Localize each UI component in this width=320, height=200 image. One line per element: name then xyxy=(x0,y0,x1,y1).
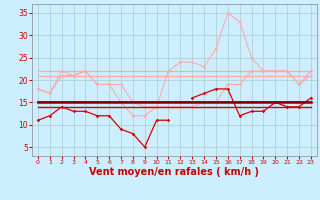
X-axis label: Vent moyen/en rafales ( km/h ): Vent moyen/en rafales ( km/h ) xyxy=(89,167,260,177)
